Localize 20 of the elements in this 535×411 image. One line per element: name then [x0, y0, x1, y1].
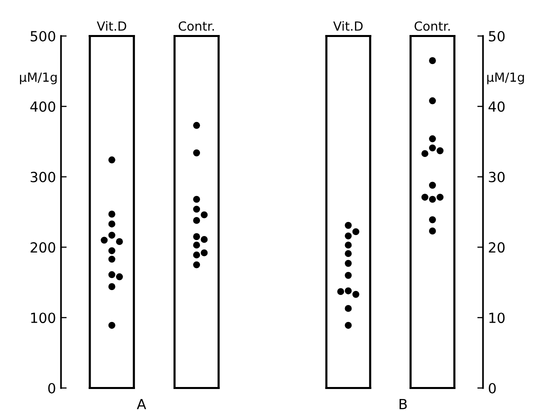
- y2-tick-label: 0: [488, 382, 496, 394]
- y-tick-label: 300: [30, 172, 56, 182]
- y-tick-label: 400: [30, 101, 56, 112]
- y2-tick-label: 40: [488, 101, 505, 112]
- x-tick-label: Vit.D: [96, 21, 126, 31]
- x-tick-label: Vit.D: [333, 21, 363, 31]
- text: A: [136, 398, 146, 410]
- text: B: [400, 398, 407, 410]
- y2-tick-label: 20: [488, 242, 505, 253]
- x-tick-label: Contr.: [178, 21, 214, 31]
- y-tick-label: 500: [30, 30, 56, 42]
- y2-tick-label: 10: [489, 312, 505, 324]
- y-tick-label: 0: [48, 382, 56, 394]
- y-tick-label: 200: [30, 242, 56, 253]
- y-tick-label: 100: [31, 312, 56, 324]
- x-tick-label: Contr.: [414, 21, 450, 31]
- y2-tick-label: 50: [488, 30, 505, 42]
- y2-tick-label: 30: [488, 172, 505, 182]
- y-axis-title: μM/1g: [20, 72, 57, 84]
- y2-axis-title: μM/1g: [487, 72, 524, 84]
